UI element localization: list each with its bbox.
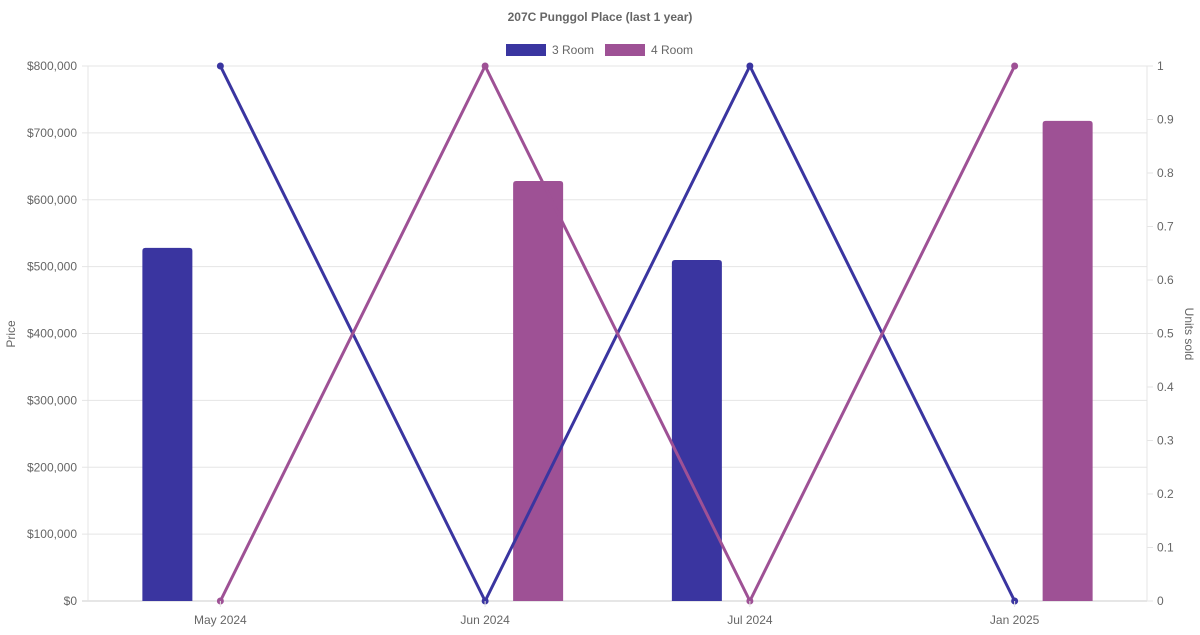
- x-tick-label-jan-2025: Jan 2025: [990, 613, 1040, 627]
- y-axis-right-title: Units sold: [1182, 308, 1196, 361]
- point-4-room-jun-2024[interactable]: [481, 62, 489, 70]
- y-right-tick-label: 0: [1157, 594, 1164, 608]
- price-bars: [142, 120, 1093, 602]
- legend-label-4-room: 4 Room: [651, 43, 693, 57]
- point-3-room-may-2024[interactable]: [216, 62, 224, 70]
- grid-lines: [82, 65, 1147, 602]
- y-left-tick-label: $700,000: [27, 126, 77, 140]
- x-tick-label-jun-2024: Jun 2024: [460, 613, 510, 627]
- y-left-tick-label: $300,000: [27, 393, 77, 407]
- line-units-sold-4-room: [219, 64, 1016, 603]
- y-axis-left-title: Price: [4, 320, 18, 348]
- y-left-tick-label: $0: [64, 594, 78, 608]
- y-left-tick-label: $600,000: [27, 193, 77, 207]
- legend-swatch-3-room: [506, 44, 546, 56]
- y-right-tick-label: 0.4: [1157, 380, 1174, 394]
- legend-item-4-room[interactable]: 4 Room: [605, 43, 693, 57]
- x-tick-label-jul-2024: Jul 2024: [727, 613, 773, 627]
- y-right-tick-label: 0.9: [1157, 113, 1174, 127]
- y-right-tick-label: 0.6: [1157, 273, 1174, 287]
- x-tick-label-may-2024: May 2024: [194, 613, 247, 627]
- y-right-tick-label: 0.2: [1157, 487, 1174, 501]
- bar-4-room-jun-2024[interactable]: [513, 181, 564, 601]
- y-left-tick-label: $500,000: [27, 260, 77, 274]
- legend-label-3-room: 3 Room: [552, 43, 594, 57]
- y-right-tick-label: 0.3: [1157, 434, 1174, 448]
- bar-3-room-jul-2024[interactable]: [671, 259, 722, 601]
- y-left-tick-label: $400,000: [27, 327, 77, 341]
- y-left-tick-label: $800,000: [27, 59, 77, 73]
- y-left-tick-label: $200,000: [27, 460, 77, 474]
- legend-item-3-room[interactable]: 3 Room: [506, 43, 594, 57]
- bar-4-room-jan-2025[interactable]: [1042, 120, 1093, 602]
- bar-3-room-may-2024[interactable]: [142, 247, 193, 601]
- chart-title: 207C Punggol Place (last 1 year): [508, 10, 693, 24]
- y-right-tick-label: 0.8: [1157, 166, 1174, 180]
- legend-swatch-4-room: [605, 44, 645, 56]
- y-right-tick-label: 0.1: [1157, 541, 1174, 555]
- axes: $0 $100,000 $200,000 $300,000 $400,000 $500,0…: [27, 59, 1174, 627]
- units-sold-lines: [216, 62, 1019, 605]
- point-3-room-jul-2024[interactable]: [746, 62, 754, 70]
- y-left-tick-label: $100,000: [27, 527, 77, 541]
- legend: 3 Room 4 Room: [506, 43, 693, 57]
- y-right-tick-label: 1: [1157, 59, 1164, 73]
- y-right-tick-label: 0.7: [1157, 220, 1174, 234]
- point-4-room-jan-2025[interactable]: [1011, 62, 1019, 70]
- y-right-tick-label: 0.5: [1157, 327, 1174, 341]
